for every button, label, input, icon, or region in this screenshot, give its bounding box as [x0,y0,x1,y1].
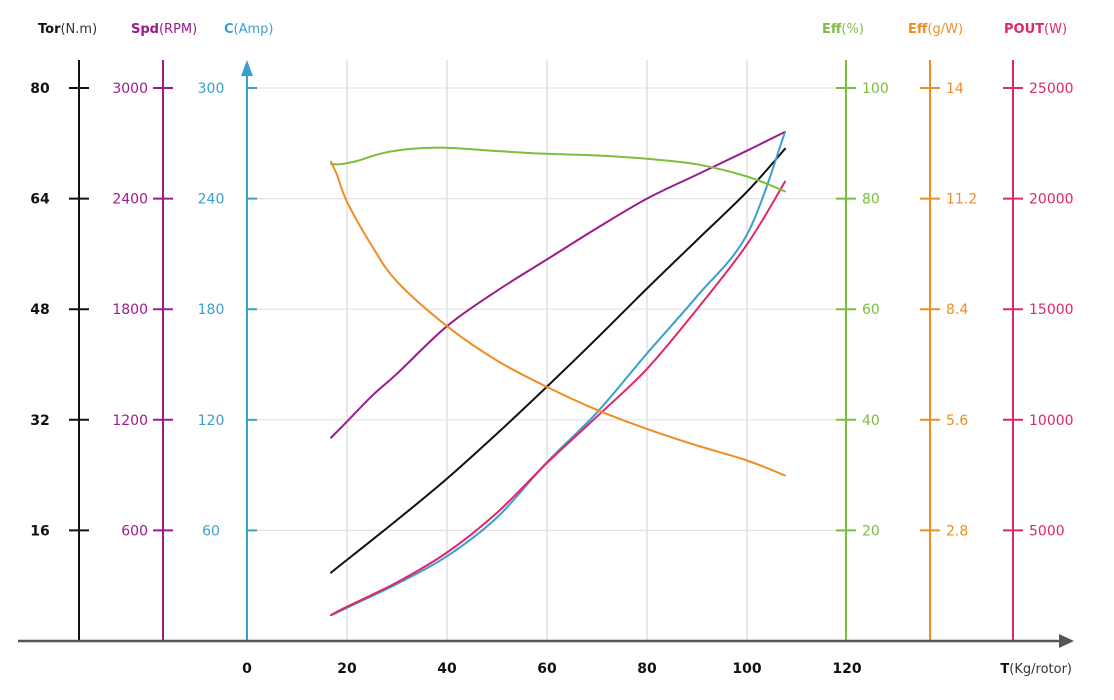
y-tick-label: 32 [30,413,49,429]
series-line-cur [330,131,786,617]
y-tick-label: 20000 [1029,192,1074,208]
y-tick-label: 120 [198,413,225,429]
y-axis-title-name: POUT [1004,22,1044,37]
y-axis-title-name: Eff [822,22,842,37]
y-axis-spd: Spd(RPM) 600 1200 1800 2400 3000 [112,22,197,641]
y-tick-label: 60 [202,523,220,539]
y-tick-label: 80 [30,81,50,97]
y-axis-title: Tor(N.m) [38,22,97,37]
x-tick-label: 20 [337,661,357,677]
y-tick-label: 100 [862,81,889,97]
y-tick-label: 600 [121,523,148,539]
y-tick-label: 60 [862,302,880,318]
y-tick-label: 20 [862,523,880,539]
y-tick-label: 5000 [1029,523,1065,539]
series-tor [330,147,786,574]
series-line-spd [330,130,786,439]
y-axis-title: POUT(W) [1004,22,1067,37]
series-line-effg [330,160,786,477]
x-axis-title-unit: (Kg/rotor) [1009,662,1072,677]
x-tick-label: 100 [732,661,761,677]
y-tick-label: 2400 [112,192,148,208]
y-axis-title: Eff(%) [822,22,864,37]
y-tick-label: 16 [30,523,49,539]
y-axis-title: Spd(RPM) [131,22,197,37]
x-tick-label: 120 [832,661,861,677]
y-tick-label: 180 [198,302,225,318]
y-tick-label: 25000 [1029,81,1074,97]
axes: Tor(N.m) 16 32 48 64 80 Spd(RPM) 600 1200 1800 240… [30,22,1074,641]
series-line-tor [330,147,786,574]
y-axis-title-unit: (%) [841,22,864,37]
series-cur [330,131,786,617]
x-tick-label: 0 [242,661,252,677]
series-line-effp [330,146,786,193]
y-tick-label: 11.2 [946,192,977,208]
y-axis-title-name: Spd [131,22,159,37]
y-axis-title: C(Amp) [224,22,274,37]
series-spd [330,130,786,439]
y-axis-title-unit: (RPM) [159,22,197,37]
x-tick-label: 60 [537,661,557,677]
y-tick-label: 80 [862,192,880,208]
y-tick-label: 40 [862,413,880,429]
y-axis-pout: POUT(W) 5000 10000 15000 20000 25000 [1003,22,1074,641]
series-effg [330,160,786,477]
y-axis-title-unit: (W) [1044,22,1067,37]
y-axis-arrow-icon [241,60,253,76]
y-tick-label: 1200 [112,413,148,429]
y-tick-label: 15000 [1029,302,1074,318]
y-axis-title-name: Tor [38,22,61,37]
y-tick-label: 5.6 [946,413,968,429]
y-axis-tor: Tor(N.m) 16 32 48 64 80 [30,22,97,641]
y-axis-title-unit: (g/W) [927,22,963,37]
y-tick-label: 2.8 [946,523,968,539]
y-tick-label: 48 [30,302,49,318]
y-tick-label: 10000 [1029,413,1074,429]
y-tick-label: 300 [198,81,225,97]
x-axis-arrow-icon [1059,634,1074,648]
x-axis: T(Kg/rotor) 0 20 40 60 80 100 120 [18,634,1074,677]
y-tick-label: 1800 [112,302,148,318]
y-axis-cur: C(Amp) 60 120 180 240 300 [198,22,274,641]
y-axis-title-unit: (N.m) [60,22,97,37]
x-tick-label: 80 [637,661,657,677]
y-axis-title-unit: (Amp) [234,22,274,37]
series-lines [330,130,786,617]
y-axis-title-name: Eff [908,22,928,37]
x-axis-title: T(Kg/rotor) [1000,662,1072,677]
y-tick-label: 240 [198,192,225,208]
series-pout [330,180,786,617]
series-effp [330,146,786,193]
series-line-pout [330,180,786,617]
y-axis-effp: Eff(%) 20 40 60 80 100 [822,22,889,641]
y-tick-label: 14 [946,81,964,97]
x-axis-title-main: T [1000,662,1009,677]
y-tick-label: 64 [30,192,50,208]
y-tick-label: 8.4 [946,302,968,318]
y-axis-title: Eff(g/W) [908,22,963,37]
grid [247,60,846,641]
y-axis-effg: Eff(g/W) 2.8 5.6 8.4 11.2 14 [908,22,977,641]
x-tick-label: 40 [437,661,457,677]
y-tick-label: 3000 [112,81,148,97]
y-axis-title-name: C [224,22,234,37]
